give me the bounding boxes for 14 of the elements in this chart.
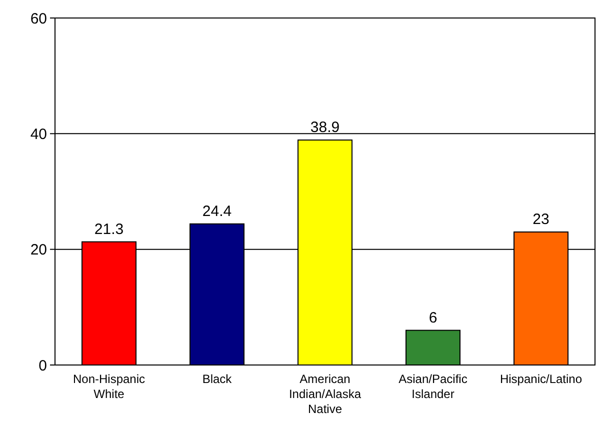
- x-tick-label: Black: [202, 372, 233, 386]
- y-tick-label: 60: [30, 10, 47, 28]
- x-tick-label: Non-Hispanic White: [72, 372, 146, 401]
- y-tick-label: 0: [38, 357, 47, 374]
- data-label: 6: [428, 309, 438, 326]
- y-tick-label: 20: [30, 242, 47, 259]
- data-label: 38.9: [310, 119, 340, 136]
- x-tick-label: Asian/Pacific Islander: [398, 372, 468, 401]
- data-label: 24.4: [202, 202, 232, 220]
- x-tick-label: American Indian/Alaska Native: [288, 372, 362, 416]
- x-tick-label: Hispanic/Latino: [500, 372, 582, 386]
- data-label: 21.3: [94, 220, 124, 238]
- data-label: 23: [532, 210, 550, 228]
- y-tick-label: 40: [30, 126, 47, 143]
